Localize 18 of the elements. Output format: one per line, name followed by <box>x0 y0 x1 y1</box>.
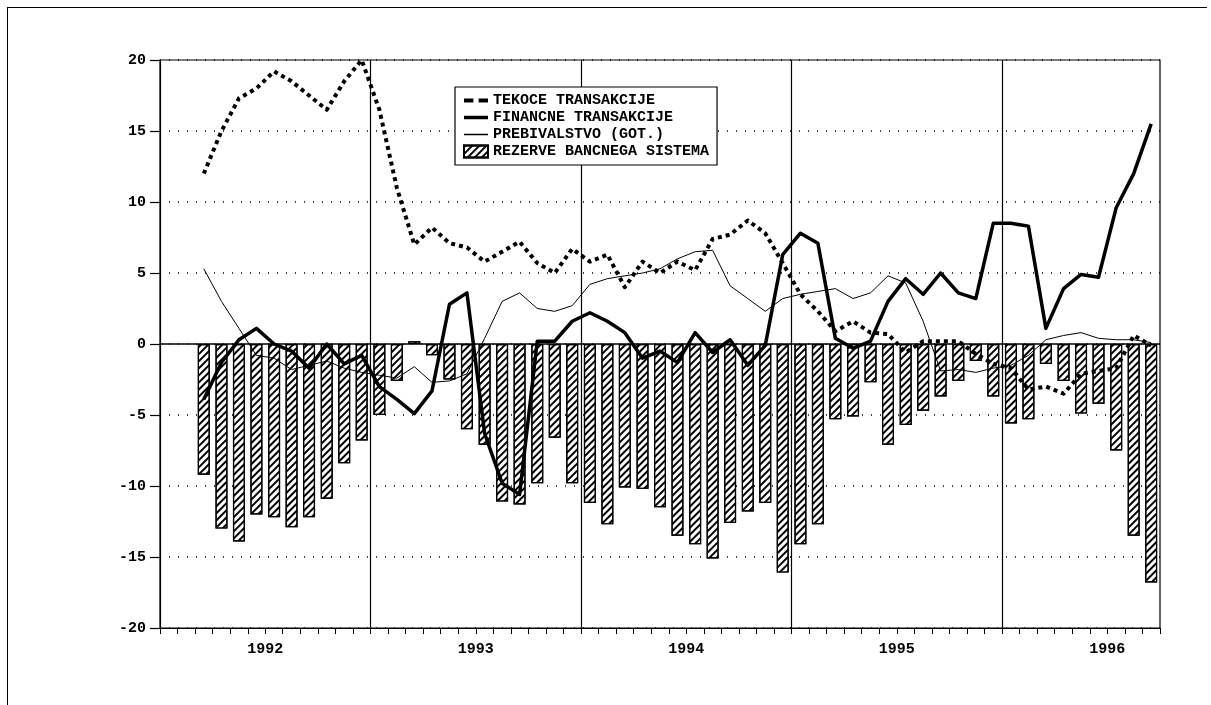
y-tick-label: 20 <box>127 51 146 69</box>
x-tick-label: 1993 <box>457 641 494 658</box>
y-tick-label: 0 <box>136 335 146 353</box>
y-tick-label: 10 <box>127 193 146 211</box>
y-tick-label: -15 <box>118 548 146 566</box>
x-tick-label: 1994 <box>668 641 705 658</box>
y-tick-label: 5 <box>136 264 146 282</box>
legend-label: PREBIVALSTVO (GOT.) <box>493 126 665 143</box>
y-tick-label: 15 <box>127 122 146 140</box>
x-tick-label: 1996 <box>1089 641 1126 658</box>
y-tick-label: -20 <box>118 619 146 637</box>
legend-label: TEKOCE TRANSAKCIJE <box>493 92 656 109</box>
legend-label: REZERVE BANCNEGA SISTEMA <box>493 143 710 160</box>
legend-label: FINANCNE TRANSAKCIJE <box>493 109 674 126</box>
x-tick-label: 1995 <box>878 641 915 658</box>
x-tick-label: 1992 <box>247 641 284 658</box>
y-tick-label: -5 <box>127 406 146 424</box>
y-tick-label: -10 <box>118 477 146 495</box>
